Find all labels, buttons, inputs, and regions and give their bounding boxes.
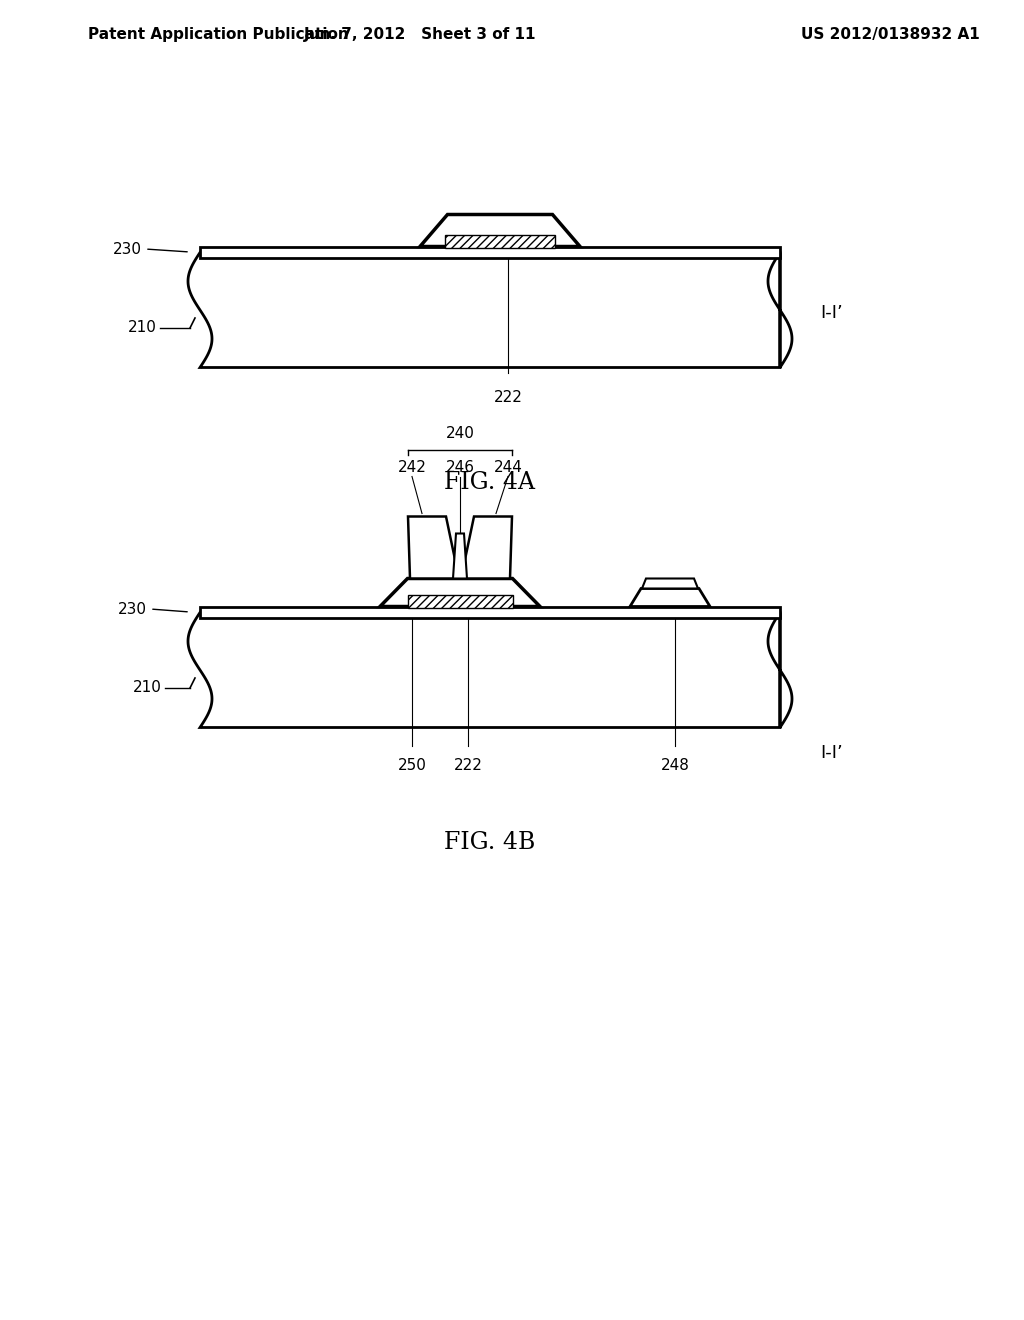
Bar xyxy=(445,235,555,248)
Text: 248: 248 xyxy=(660,758,689,772)
Text: FIG. 4B: FIG. 4B xyxy=(444,832,536,854)
Text: 210: 210 xyxy=(128,321,157,335)
Text: Jun. 7, 2012   Sheet 3 of 11: Jun. 7, 2012 Sheet 3 of 11 xyxy=(304,28,537,42)
Text: Patent Application Publication: Patent Application Publication xyxy=(88,28,349,42)
Bar xyxy=(200,606,780,618)
Polygon shape xyxy=(642,578,698,589)
Polygon shape xyxy=(380,578,540,606)
Text: 210: 210 xyxy=(133,681,162,696)
Text: 230: 230 xyxy=(118,602,147,616)
Polygon shape xyxy=(408,516,459,578)
Polygon shape xyxy=(630,589,710,606)
Bar xyxy=(408,594,512,607)
Text: I-I’: I-I’ xyxy=(820,304,843,322)
Polygon shape xyxy=(461,516,512,578)
Text: US 2012/0138932 A1: US 2012/0138932 A1 xyxy=(801,28,979,42)
Text: 242: 242 xyxy=(397,459,426,474)
Text: I-I’: I-I’ xyxy=(820,743,843,762)
Text: 250: 250 xyxy=(397,758,426,772)
Bar xyxy=(200,247,780,257)
Polygon shape xyxy=(188,252,792,367)
Polygon shape xyxy=(420,214,580,247)
Polygon shape xyxy=(188,612,792,727)
Text: 222: 222 xyxy=(454,758,482,772)
Text: 246: 246 xyxy=(445,459,474,474)
Text: 240: 240 xyxy=(445,426,474,441)
Text: 222: 222 xyxy=(494,389,522,404)
Text: FIG. 4A: FIG. 4A xyxy=(444,471,536,494)
Polygon shape xyxy=(453,533,467,578)
Text: 230: 230 xyxy=(113,242,142,256)
Text: 244: 244 xyxy=(494,459,522,474)
